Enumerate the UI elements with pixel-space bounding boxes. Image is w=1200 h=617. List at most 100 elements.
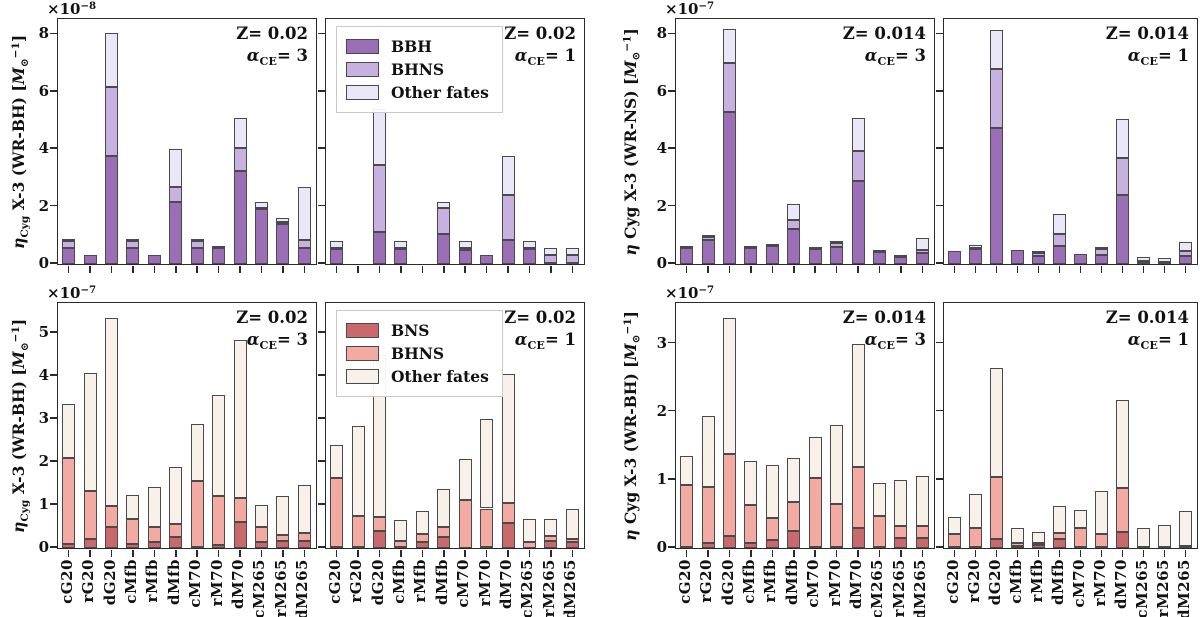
bar-dG20-Other fates	[990, 30, 1003, 69]
bar-rM265-Other fates	[1158, 524, 1171, 547]
x-tick-label-rG20: rG20	[347, 559, 366, 603]
panel-annotation: Z= 0.014 αCE= 3	[843, 23, 926, 69]
bar-dG20-Other fates	[373, 109, 387, 165]
bar-dMfb-BBH	[1053, 246, 1066, 264]
ylabel-part: η	[9, 237, 29, 249]
bar-rMfb-BNS	[147, 542, 161, 548]
y-tick-label: 4	[38, 139, 49, 158]
bar-dM265-Other fates	[297, 186, 311, 240]
y-tick	[317, 204, 325, 207]
bar-dM265-BBH	[297, 248, 311, 264]
panel-bottom-left-alpha1: cG20 rG20 dG20 cMfb rMfb dMfb cM70 rM70 dM70 cM26…	[317, 302, 585, 617]
metallicity-label: Z= 0.02	[236, 24, 308, 43]
bar-cG20-BBH	[948, 251, 961, 264]
bar-dG20-BNS	[105, 526, 119, 548]
bar-rM70-BHNS	[212, 495, 226, 545]
y-tick	[317, 262, 325, 264]
bar-cM265-BHNS	[522, 542, 536, 548]
bar-cMfb-BBH	[1011, 249, 1024, 264]
bar-cM265-BBH	[1137, 261, 1150, 264]
bar-rM265-BHNS	[276, 535, 290, 541]
bar-cM265-Other fates	[254, 505, 268, 527]
bar-rMfb-BBH	[147, 255, 161, 264]
ylabel-part: ⊙	[18, 341, 31, 351]
x-tick	[1184, 265, 1187, 273]
bar-rM70-BNS	[212, 545, 226, 548]
bar-cMfb-Other fates	[394, 520, 408, 541]
bar-dG20-BNS	[723, 536, 737, 548]
x-tick-label-dMfb: dMfb	[782, 559, 801, 606]
bar-dM70-BBH	[501, 239, 515, 264]
bar-dM265-Other fates	[565, 248, 579, 256]
bar-dG20-BHNS	[723, 63, 737, 112]
bar-rM265-BHNS	[894, 525, 908, 539]
bar-dM70-BBH	[1116, 195, 1129, 264]
bar-cG20-BBH	[680, 248, 694, 264]
x-tick-label-dG20: dG20	[100, 559, 119, 606]
x-tick	[857, 265, 859, 273]
x-tick	[507, 549, 509, 557]
x-tick-label-rM70: rM70	[475, 559, 494, 607]
y-tick	[49, 546, 57, 548]
bar-dMfb-Other fates	[169, 149, 183, 187]
bar-dM70-BHNS	[851, 466, 865, 528]
ylabel-part: −1	[9, 325, 22, 342]
legend-patch-Other fates	[346, 369, 379, 384]
bar-dM70-Other fates	[1116, 400, 1129, 489]
y-tick-label: 6	[656, 81, 667, 100]
bar-cMfb-BBH	[394, 249, 408, 264]
x-tick	[217, 549, 220, 557]
ylabel-part: X-3 (WR-BH) [	[9, 367, 29, 500]
x-tick-label-dG20: dG20	[368, 559, 387, 606]
bar-rM265-Other fates	[894, 254, 908, 257]
y-tick-label: 0	[656, 254, 667, 272]
ylabel-part: M	[621, 342, 641, 361]
bar-rMfb-Other fates	[415, 511, 429, 535]
y-tick	[317, 417, 325, 419]
alpha-value: = 1	[544, 330, 576, 350]
x-tick	[974, 265, 977, 273]
x-tick	[793, 549, 795, 557]
x-tick-label-cMfb: cMfb	[739, 559, 758, 604]
bar-dG20-BNS	[373, 530, 387, 548]
y-tick	[49, 147, 57, 149]
offset-base: ×10	[47, 284, 81, 303]
x-tick	[421, 549, 424, 557]
y-tick	[935, 478, 943, 480]
x-tick	[282, 549, 284, 557]
bar-cG20-BHNS	[62, 241, 76, 249]
x-tick	[67, 265, 70, 273]
bar-cMfb-Other fates	[1011, 528, 1024, 543]
bar-rM70-Other fates	[830, 425, 844, 504]
bar-dG20-BHNS	[373, 164, 387, 233]
bar-rG20-BHNS	[701, 237, 715, 240]
x-tick-label-rG20: rG20	[964, 559, 983, 603]
x-tick	[464, 265, 466, 273]
bar-dM265-BNS	[297, 540, 311, 548]
x-tick	[974, 549, 977, 557]
bar-dM265-BHNS	[297, 532, 311, 541]
legend-row: BHNS	[346, 60, 489, 79]
bar-cMfb-BNS	[744, 543, 758, 548]
x-tick	[485, 265, 488, 273]
x-tick-label-cM70: cM70	[804, 559, 823, 608]
y-tick-label: 8	[656, 24, 667, 43]
bar-dM70-BHNS	[233, 147, 247, 171]
x-tick	[443, 549, 445, 557]
axis-scale-offset: ×10−8	[47, 0, 96, 18]
y-tick-label: 5	[38, 323, 49, 342]
bar-cMfb-Other fates	[744, 461, 758, 506]
bar-cMfb-BHNS	[126, 241, 140, 249]
y-tick	[317, 374, 325, 376]
bar-rMfb-Other fates	[1032, 531, 1045, 544]
bar-dM265-Other fates	[915, 476, 929, 526]
bar-rMfb-BNS	[1032, 545, 1045, 548]
x-tick	[196, 265, 198, 273]
alpha-ce-label: αCE= 3	[843, 329, 926, 353]
x-tick	[571, 549, 574, 557]
x-tick	[357, 549, 359, 557]
bar-cM70-BHNS	[190, 480, 204, 548]
x-tick-label-cM265: cM265	[518, 559, 537, 617]
legend-patch-BHNS	[346, 346, 379, 361]
panel-bottom-right-alpha3: cG20 rG20 dG20 cMfb rMfb dMfb cM70 rM70 dM70 cM26…	[657, 302, 935, 617]
